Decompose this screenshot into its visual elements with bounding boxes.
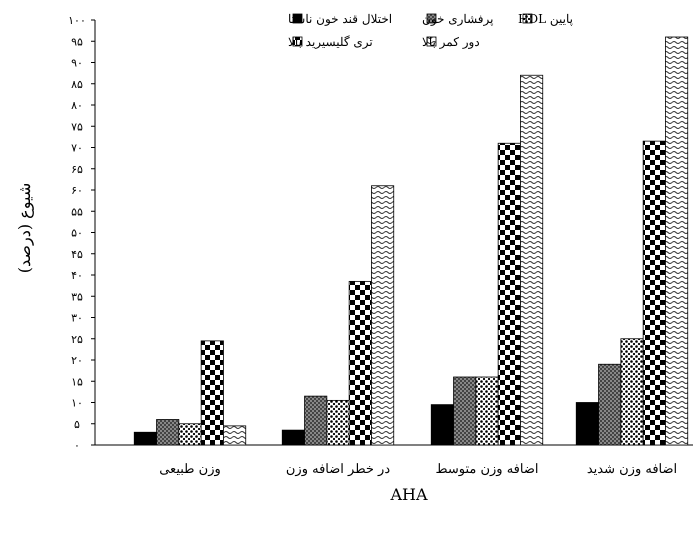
- bar-series-2-cat-1: [326, 399, 350, 446]
- bar-series-1-cat-0: [156, 419, 180, 446]
- y-tick-label: ۱۵: [71, 375, 83, 388]
- x-axis-title: AHA: [389, 485, 428, 504]
- y-tick-label: ۹۵: [71, 35, 83, 48]
- y-tick-label: ۷۵: [71, 120, 83, 133]
- legend: اختلال قند خون ناشتا پرفشاری خون پایین H…: [288, 12, 573, 49]
- legend-swatch-high-triglyceride: [292, 36, 303, 47]
- legend-label-low-hdl: پایین HDL: [518, 12, 573, 26]
- legend-item-hypertension: پرفشاری خون: [422, 12, 494, 26]
- legend-label-high-waist: دور کمر بالا: [422, 35, 480, 49]
- legend-swatch-high-waist: [426, 36, 437, 47]
- y-tick-label: ۹۰: [71, 57, 83, 70]
- legend-swatch-fasting-glucose: [292, 13, 303, 24]
- y-tick-label: ۲۵: [71, 333, 83, 346]
- legend-label-high-triglyceride: تری گلیسیرید بالا: [288, 35, 373, 49]
- y-tick-label: ۴۵: [71, 248, 83, 261]
- bar-series-3-cat-0: [200, 340, 224, 446]
- bar-series-0-cat-1: [281, 429, 305, 446]
- bars: [133, 36, 689, 446]
- category-label: وزن طبیعی: [159, 462, 221, 477]
- bar-series-1-cat-3: [598, 363, 622, 446]
- bar-series-4-cat-1: [371, 185, 395, 446]
- bar-series-1-cat-2: [453, 376, 477, 446]
- y-tick-label: ۲۰: [71, 354, 83, 367]
- legend-label-hypertension: پرفشاری خون: [422, 12, 494, 26]
- legend-item-high-waist: دور کمر بالا: [422, 35, 480, 49]
- y-tick-label: ۷۰: [71, 142, 83, 155]
- bar-series-0-cat-0: [133, 431, 157, 446]
- category-label: در خطر اضافه وزن: [286, 462, 390, 477]
- bar-series-4-cat-2: [520, 74, 544, 446]
- legend-item-high-triglyceride: تری گلیسیرید بالا: [288, 35, 373, 49]
- bar-series-2-cat-0: [178, 423, 202, 446]
- y-axis-ticks: ۰ ۵ ۱۰ ۱۵ ۲۰ ۲۵ ۳۰ ۳۵ ۴۰ ۴۵ ۵۰ ۵۵ ۶۰ ۶۵ ۷۰ ۷۵ ۸۰ ۸۵ ۹۰ ۹۵ ۱۰…: [68, 14, 95, 452]
- y-tick-label: ۳۰: [71, 312, 83, 325]
- y-tick-label: ۰: [74, 439, 80, 452]
- y-tick-label: ۶۰: [71, 184, 83, 197]
- y-axis-title: شیوع (درصد): [15, 183, 34, 273]
- y-tick-label: ۸۰: [71, 99, 83, 112]
- y-tick-label: ۳۵: [71, 290, 83, 303]
- bar-series-3-cat-1: [348, 280, 372, 446]
- bar-series-2-cat-3: [620, 338, 644, 446]
- y-tick-label: ۴۰: [71, 269, 83, 282]
- category-label: اضافه وزن متوسط: [436, 462, 539, 477]
- legend-swatch-hypertension: [426, 13, 437, 24]
- y-tick-label: ۱۰۰: [68, 14, 86, 27]
- legend-label-fasting-glucose: اختلال قند خون ناشتا: [288, 12, 392, 26]
- y-tick-label: ۸۵: [71, 78, 83, 91]
- y-tick-label: ۱۰: [71, 397, 83, 410]
- bar-series-4-cat-0: [223, 425, 247, 446]
- bar-series-0-cat-2: [430, 404, 454, 446]
- y-tick-label: ۵۰: [71, 227, 83, 240]
- y-tick-label: ۶۵: [71, 163, 83, 176]
- category-label: اضافه وزن شدید: [587, 462, 677, 477]
- legend-item-fasting-glucose: اختلال قند خون ناشتا: [288, 12, 392, 26]
- y-tick-label: ۵: [74, 418, 80, 431]
- legend-swatch-low-hdl: [522, 13, 533, 24]
- category-labels: وزن طبیعی در خطر اضافه وزن اضافه وزن متوسط…: [159, 462, 677, 477]
- y-tick-label: ۵۵: [71, 205, 83, 218]
- bar-series-0-cat-3: [575, 402, 599, 446]
- bar-series-3-cat-2: [497, 142, 521, 446]
- bar-series-4-cat-3: [665, 36, 689, 446]
- legend-item-low-hdl: پایین HDL: [518, 12, 573, 26]
- bar-series-2-cat-2: [475, 376, 499, 446]
- bar-series-3-cat-3: [642, 140, 666, 446]
- bar-series-1-cat-1: [304, 395, 328, 446]
